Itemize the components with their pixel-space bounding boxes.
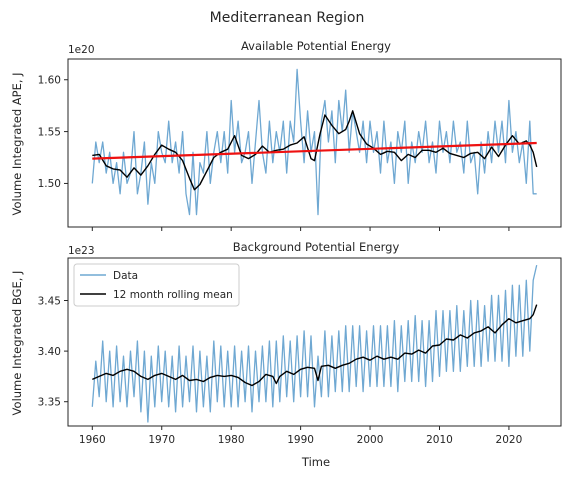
ape-title: Available Potential Energy — [241, 39, 391, 53]
ape-series-trend — [92, 141, 537, 160]
ape-ylabel: Volume Integrated APE, J — [10, 72, 24, 215]
ape-ytick-label: 1.55 — [38, 126, 61, 138]
ape-axes-frame — [67, 58, 562, 228]
bge-ytick-label: 3.40 — [38, 346, 61, 358]
bge-xtick-label: 2000 — [357, 434, 384, 446]
bge-xtick-label: 2010 — [426, 434, 453, 446]
ape-series-monthly — [91, 68, 537, 216]
bge-xtick-label: 1990 — [287, 434, 314, 446]
bge-ytick-label: 3.35 — [38, 397, 61, 409]
bge-offset-label: 1e23 — [68, 245, 95, 257]
figure-suptitle: Mediterranean Region — [210, 10, 365, 26]
ape-ytick-label: 1.50 — [38, 178, 61, 190]
legend-label-data: Data — [113, 270, 138, 282]
bge-series-monthly — [91, 264, 538, 423]
ape-panel: Available Potential Energy 1e20 Volume I… — [10, 39, 562, 231]
bge-ylabel: Volume Integrated BGE, J — [10, 271, 24, 416]
legend: Data 12 month rolling mean — [73, 263, 240, 307]
bge-xtick-label: 1970 — [148, 434, 175, 446]
legend-box — [73, 263, 240, 307]
legend-label-rolling: 12 month rolling mean — [113, 289, 233, 301]
bge-xtick-label: 2020 — [496, 434, 523, 446]
ape-plot-area: 1.50 1.55 1.60 — [38, 68, 538, 231]
bge-axes-frame — [67, 257, 562, 427]
bge-xtick-label: 1980 — [218, 434, 245, 446]
ape-ytick-label: 1.60 — [38, 75, 61, 87]
bge-xlabel: Time — [301, 455, 330, 469]
bge-series-rolling — [92, 304, 538, 387]
bge-ytick-label: 3.45 — [38, 295, 61, 307]
bge-panel: Background Potential Energy 1e23 Volume … — [10, 240, 562, 469]
bge-plot-area: 1960 1970 1980 1990 2000 2010 2020 3.35 3.40 3.45 — [38, 264, 538, 446]
ape-offset-label: 1e20 — [68, 44, 95, 56]
ape-series-rolling — [92, 110, 538, 191]
bge-title: Background Potential Energy — [233, 240, 400, 254]
bge-xtick-label: 1960 — [79, 434, 106, 446]
